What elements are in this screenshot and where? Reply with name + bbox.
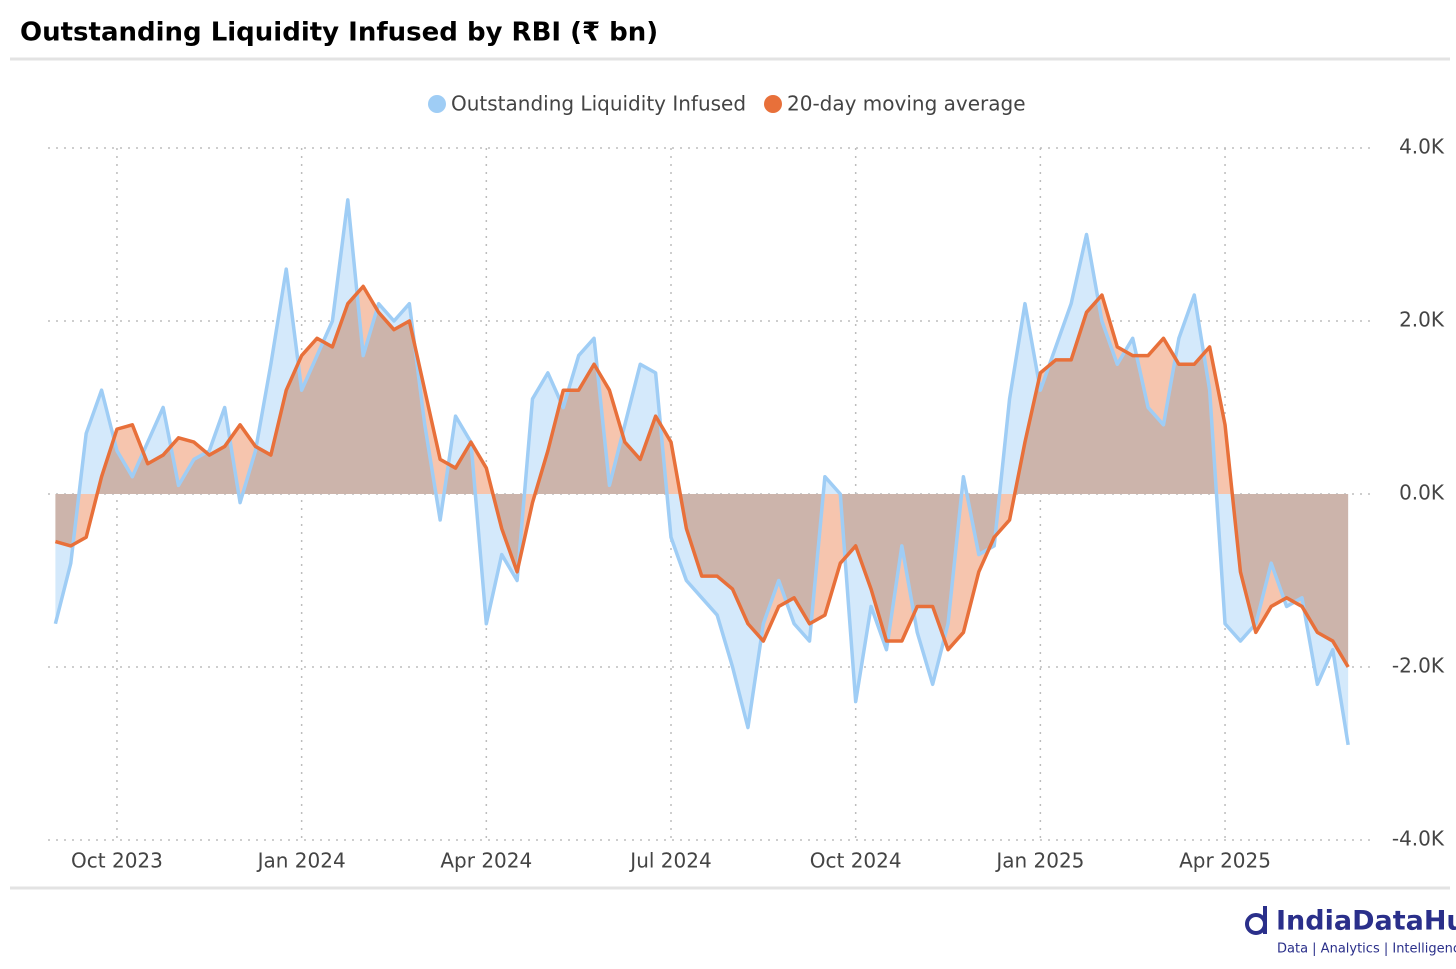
- x-tick-label: Apr 2025: [1179, 849, 1271, 873]
- x-tick-label: Jan 2024: [256, 849, 346, 873]
- legend-label: 20-day moving average: [787, 92, 1026, 116]
- chart-title: Outstanding Liquidity Infused by RBI (₹ …: [20, 18, 658, 48]
- legend-marker: [428, 95, 446, 113]
- y-tick-label: -2.0K: [1392, 654, 1445, 678]
- y-tick-label: 2.0K: [1399, 308, 1445, 332]
- x-tick-label: Oct 2023: [71, 849, 163, 873]
- line: [54, 284, 1350, 668]
- plot: [53, 198, 1350, 746]
- y-tick-label: -4.0K: [1392, 827, 1445, 851]
- logo-name: IndiaDataHub: [1276, 906, 1456, 937]
- x-tick-label: Jan 2025: [994, 849, 1084, 873]
- logo: IndiaDataHub Data | Analytics | Intellig…: [1245, 906, 1456, 957]
- x-tick-label: Oct 2024: [810, 849, 902, 873]
- x-tick-label: Jul 2024: [628, 849, 711, 873]
- x-tick-label: Apr 2024: [440, 849, 532, 873]
- logo-tagline: Data | Analytics | Intelligence: [1277, 942, 1456, 957]
- y-tick-label: 4.0K: [1399, 135, 1445, 159]
- y-tick-label: 0.0K: [1399, 481, 1445, 505]
- area: [55, 286, 1349, 667]
- legend-marker: [764, 95, 782, 113]
- line: [53, 198, 1350, 746]
- logo-icon: [1245, 913, 1267, 935]
- legend-label: Outstanding Liquidity Infused: [451, 92, 746, 116]
